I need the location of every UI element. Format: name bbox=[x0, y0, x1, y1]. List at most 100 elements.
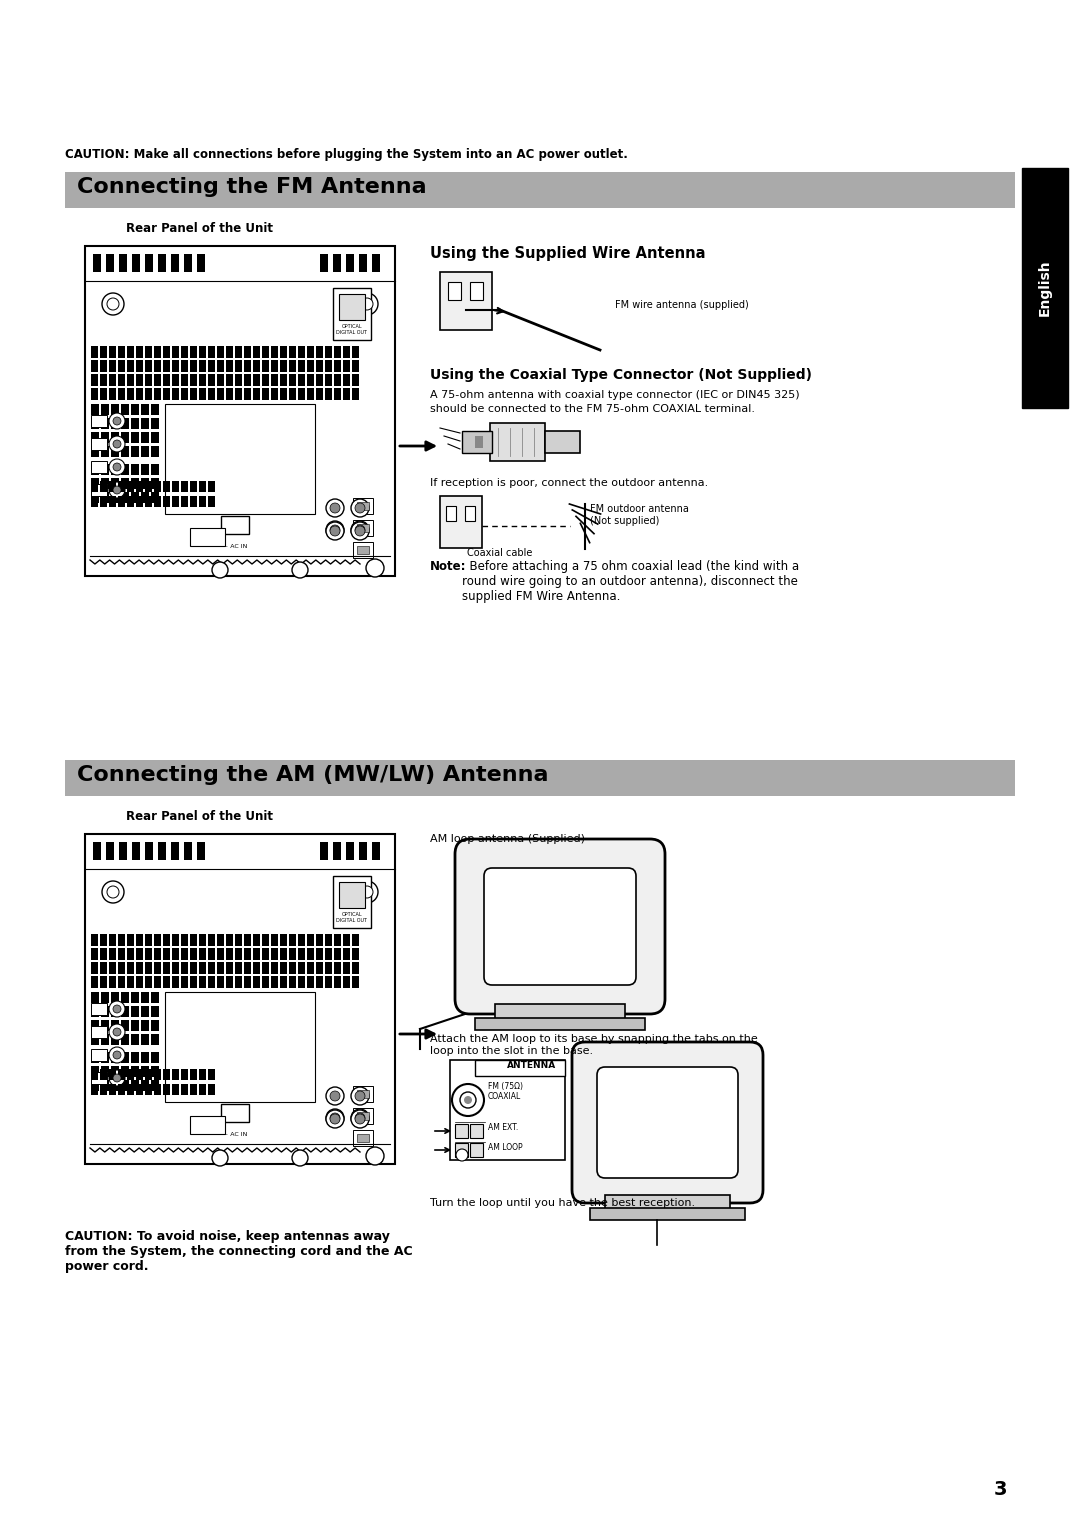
Bar bbox=[298, 947, 305, 960]
Bar bbox=[333, 842, 341, 860]
Bar bbox=[199, 497, 206, 507]
Bar bbox=[91, 374, 98, 387]
Bar bbox=[172, 947, 179, 960]
Bar bbox=[136, 947, 143, 960]
Bar bbox=[190, 361, 197, 371]
Bar bbox=[91, 934, 98, 946]
Bar bbox=[448, 283, 461, 299]
Bar bbox=[131, 1021, 139, 1031]
Bar bbox=[545, 431, 580, 452]
Bar bbox=[118, 388, 125, 400]
Bar bbox=[253, 976, 260, 989]
Bar bbox=[154, 963, 161, 973]
Circle shape bbox=[330, 503, 340, 513]
Circle shape bbox=[107, 298, 119, 310]
Bar bbox=[111, 446, 119, 457]
Circle shape bbox=[355, 1114, 365, 1125]
Bar bbox=[145, 934, 152, 946]
Bar bbox=[280, 934, 287, 946]
Bar bbox=[172, 934, 179, 946]
Bar bbox=[109, 374, 116, 387]
Bar bbox=[271, 934, 278, 946]
Circle shape bbox=[107, 886, 119, 898]
Bar bbox=[346, 254, 354, 272]
Bar bbox=[226, 976, 233, 989]
Bar bbox=[118, 374, 125, 387]
Bar bbox=[298, 934, 305, 946]
Bar bbox=[199, 1070, 206, 1080]
Bar bbox=[190, 934, 197, 946]
Bar bbox=[235, 374, 242, 387]
Bar bbox=[221, 516, 249, 533]
Bar bbox=[121, 446, 129, 457]
Bar bbox=[93, 254, 102, 272]
FancyBboxPatch shape bbox=[455, 839, 665, 1015]
Bar bbox=[127, 947, 134, 960]
Bar bbox=[91, 1034, 99, 1045]
Text: Using the Supplied Wire Antenna: Using the Supplied Wire Antenna bbox=[430, 246, 705, 261]
Bar bbox=[339, 293, 365, 319]
Bar bbox=[131, 1005, 139, 1018]
Bar bbox=[343, 947, 350, 960]
Bar bbox=[151, 403, 159, 416]
Circle shape bbox=[109, 458, 125, 475]
Circle shape bbox=[109, 413, 125, 429]
Bar bbox=[253, 374, 260, 387]
Bar bbox=[325, 947, 332, 960]
Circle shape bbox=[355, 1091, 365, 1102]
Bar bbox=[325, 976, 332, 989]
Bar bbox=[141, 1051, 149, 1063]
Bar bbox=[151, 1021, 159, 1031]
Bar bbox=[151, 478, 159, 489]
Text: FM outdoor antenna
(Not supplied): FM outdoor antenna (Not supplied) bbox=[590, 504, 689, 526]
Circle shape bbox=[326, 1109, 345, 1128]
Circle shape bbox=[109, 1001, 125, 1018]
Bar bbox=[262, 947, 269, 960]
Circle shape bbox=[109, 481, 125, 498]
Bar bbox=[91, 345, 98, 358]
Bar bbox=[127, 345, 134, 358]
Bar bbox=[65, 173, 1015, 208]
Bar bbox=[151, 492, 159, 503]
Bar bbox=[131, 432, 139, 443]
Bar bbox=[100, 947, 107, 960]
Bar bbox=[181, 481, 188, 492]
Text: Rear Panel of the Unit: Rear Panel of the Unit bbox=[126, 222, 273, 235]
Bar bbox=[353, 1131, 373, 1146]
Bar bbox=[163, 963, 170, 973]
Bar bbox=[190, 529, 225, 545]
Bar bbox=[181, 361, 188, 371]
Bar bbox=[91, 1002, 107, 1015]
Bar bbox=[111, 1080, 119, 1091]
Bar bbox=[118, 361, 125, 371]
Bar bbox=[298, 963, 305, 973]
Bar bbox=[280, 361, 287, 371]
Bar bbox=[141, 492, 149, 503]
Bar bbox=[289, 345, 296, 358]
Bar bbox=[145, 842, 153, 860]
Bar bbox=[102, 403, 109, 416]
Bar bbox=[357, 503, 369, 510]
Bar bbox=[119, 842, 127, 860]
Bar bbox=[106, 254, 114, 272]
Bar bbox=[145, 1083, 152, 1096]
Bar bbox=[235, 934, 242, 946]
Bar bbox=[343, 345, 350, 358]
Bar bbox=[93, 842, 102, 860]
Bar bbox=[141, 419, 149, 429]
Bar bbox=[475, 1018, 645, 1030]
Bar bbox=[118, 976, 125, 989]
Circle shape bbox=[326, 1086, 345, 1105]
Text: Connecting the FM Antenna: Connecting the FM Antenna bbox=[77, 177, 427, 197]
Bar bbox=[271, 388, 278, 400]
Bar bbox=[226, 934, 233, 946]
Circle shape bbox=[113, 440, 121, 448]
Bar bbox=[111, 492, 119, 503]
Bar bbox=[163, 497, 170, 507]
Bar bbox=[320, 842, 328, 860]
Bar bbox=[262, 963, 269, 973]
Bar bbox=[151, 1034, 159, 1045]
Bar bbox=[91, 1067, 99, 1077]
Text: FM wire antenna (supplied): FM wire antenna (supplied) bbox=[615, 299, 748, 310]
Bar bbox=[172, 1070, 179, 1080]
